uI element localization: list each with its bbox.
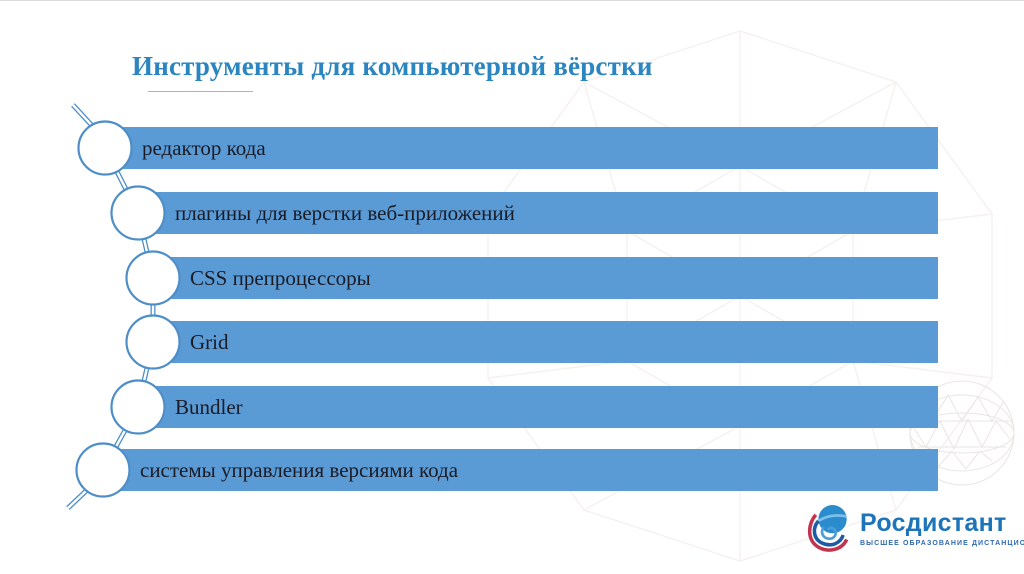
title-underline — [148, 91, 253, 92]
list-item-bar — [148, 386, 938, 428]
list-item-label: Bundler — [175, 395, 243, 419]
list-item-label: плагины для верстки веб-приложений — [175, 201, 515, 225]
logo-tagline: ВЫСШЕЕ ОБРАЗОВАНИЕ ДИСТАНЦИОННО — [860, 540, 1024, 547]
list-item-label: Grid — [190, 330, 229, 354]
slide-title: Инструменты для компьютерной вёрстки — [132, 51, 653, 81]
list-item-label: системы управления версиями кода — [140, 458, 459, 482]
bead-circles — [75, 120, 181, 498]
list-item-label: редактор кода — [142, 136, 266, 160]
list-item-bar — [163, 321, 938, 363]
rosdistant-globe-icon — [807, 505, 849, 552]
logo-wordmark: Росдистант — [860, 509, 1007, 537]
rosdistant-logo: Росдистант ВЫСШЕЕ ОБРАЗОВАНИЕ ДИСТАНЦИОН… — [806, 503, 1024, 553]
list-item-label: CSS препроцессоры — [190, 266, 371, 290]
